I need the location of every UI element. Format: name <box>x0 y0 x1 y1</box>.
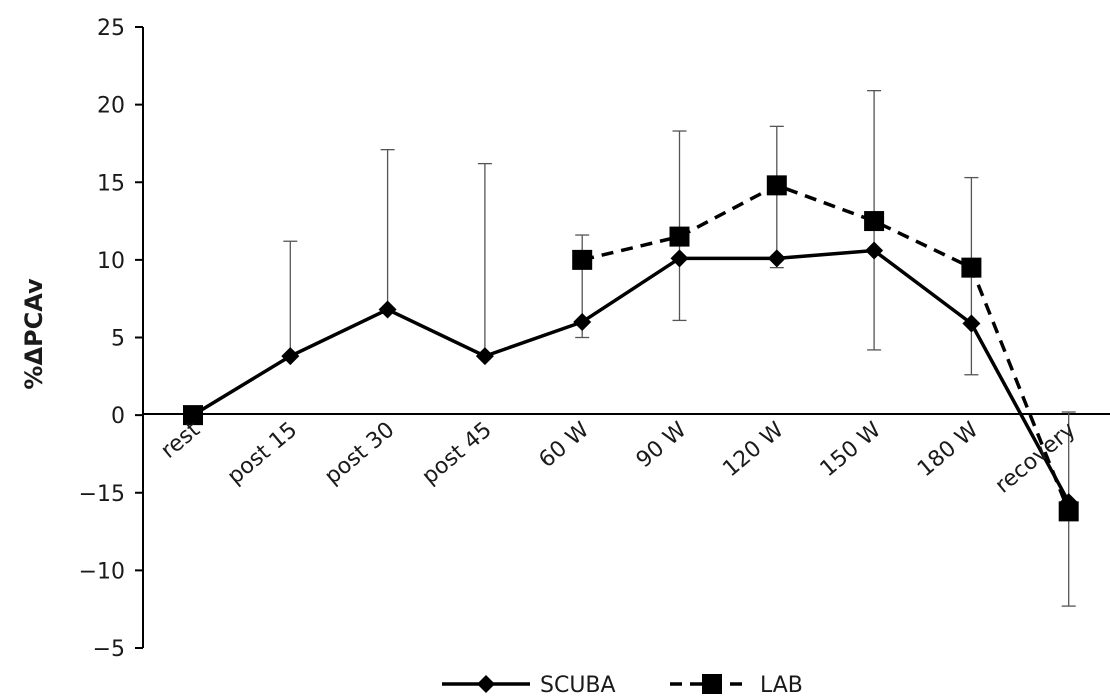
scuba-point <box>767 249 786 268</box>
y-axis-label: %ΔPCAv <box>20 278 48 390</box>
x-tick-label: 150 W <box>816 417 886 482</box>
legend: SCUBA LAB <box>442 673 803 698</box>
lab-point <box>183 405 203 426</box>
axes <box>135 26 1110 649</box>
scuba-point <box>573 312 592 331</box>
lab-point <box>669 226 690 247</box>
scuba-point <box>962 314 981 333</box>
y-tick-label: 10 <box>97 249 125 274</box>
series-markers <box>183 175 1079 522</box>
legend-label-lab: LAB <box>760 673 803 698</box>
y-tick-label: 0 <box>111 404 125 429</box>
scuba-point <box>670 249 689 268</box>
y-tick-label: 25 <box>97 16 125 41</box>
x-tick-label: post 30 <box>320 417 399 489</box>
y-tick-label: 5 <box>111 327 125 352</box>
series-line-scuba <box>192 248 1071 503</box>
lab-point <box>1058 501 1079 522</box>
y-tick-label: 15 <box>97 171 125 196</box>
legend-label-scuba: SCUBA <box>540 673 616 698</box>
scuba-point <box>865 241 884 260</box>
y-tick-label: −15 <box>79 482 125 507</box>
scuba-point <box>475 347 494 366</box>
scuba-point <box>378 300 397 319</box>
series-line-lab <box>581 183 1071 513</box>
series-lines <box>192 183 1071 513</box>
scuba-point <box>281 347 300 366</box>
x-tick-label: 60 W <box>535 417 595 473</box>
lab-point <box>572 249 593 270</box>
x-tick-label: recovery <box>991 417 1081 498</box>
x-tick-label: post 45 <box>417 417 496 489</box>
x-tick-label: 180 W <box>913 417 983 482</box>
x-tick-label: post 15 <box>223 417 302 489</box>
x-tick-label: 120 W <box>718 417 788 482</box>
lab-point <box>864 211 885 232</box>
legend-marker-scuba <box>477 675 495 693</box>
y-tick-label: 20 <box>97 94 125 119</box>
x-tick-label: 90 W <box>632 417 692 473</box>
y-tick-label: −5 <box>93 637 125 662</box>
error-bars <box>283 90 1076 607</box>
lab-point <box>766 175 787 196</box>
lab-point <box>961 257 982 278</box>
legend-marker-lab <box>702 674 722 694</box>
y-tick-label: −10 <box>79 559 125 584</box>
